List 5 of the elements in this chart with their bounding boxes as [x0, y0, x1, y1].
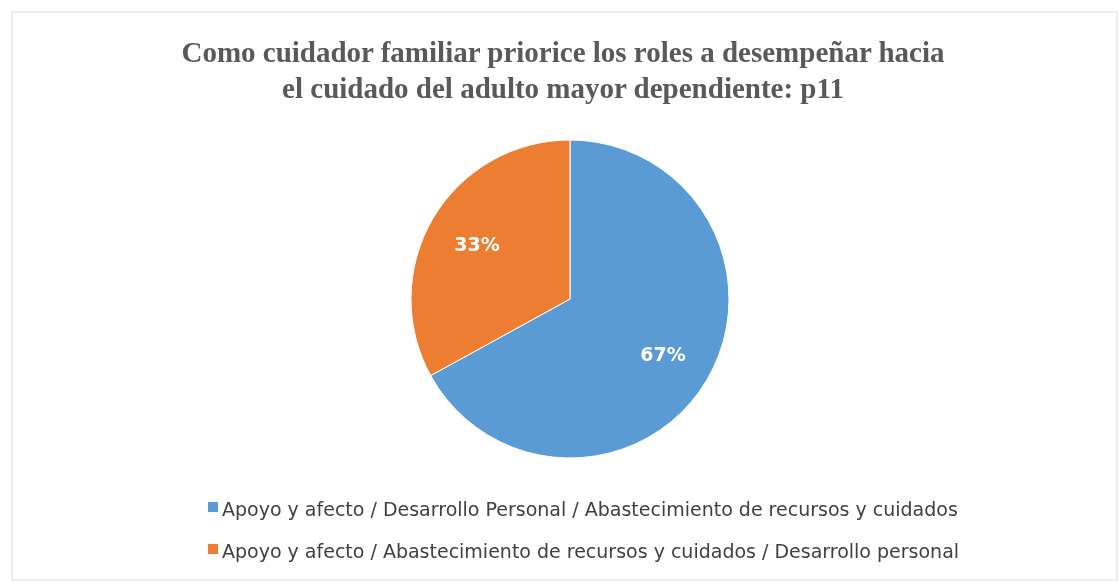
legend-label: Apoyo y afecto / Abastecimiento de recursos y cuidados / Desarrollo personal	[222, 540, 960, 562]
data-label: 67%	[640, 343, 686, 366]
chart-title: Como cuidador familiar priorice los roles a desempeñar hacia el cuidado del adulto mayor dependiente: p11	[181, 36, 946, 104]
legend-label: Apoyo y afecto / Desarrollo Personal / Abastecimiento de recursos y cuidados	[222, 498, 958, 520]
data-label: 33%	[454, 232, 500, 255]
